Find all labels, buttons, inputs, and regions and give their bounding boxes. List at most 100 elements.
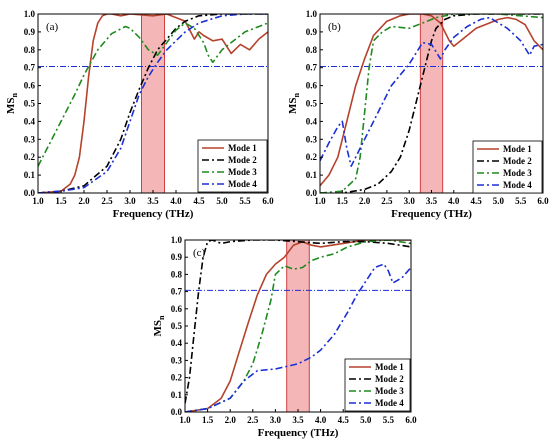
x-tick-label: 4.5 <box>470 196 482 206</box>
series-line-mode-1 <box>185 240 411 412</box>
y-tick-label: 0.2 <box>171 373 183 383</box>
x-tick-label: 1.0 <box>314 196 326 206</box>
x-tick-label: 1.5 <box>55 196 67 206</box>
panel-tag: (c) <box>193 247 206 259</box>
panel-tag: (b) <box>328 21 341 33</box>
legend-label-mode-3: Mode 3 <box>375 386 404 396</box>
legend-label-mode-4: Mode 4 <box>375 398 404 408</box>
x-axis-label: Frequency (THz) <box>258 427 339 439</box>
chart-panel-1: 1.0 1.5 2.0 2.5 3.0 3.5 4.0 4.5 5.0 5.5 6.0 0.0 0.1 0… <box>5 9 274 220</box>
x-tick-label: 2.5 <box>381 196 393 206</box>
y-axis-label-main: MS <box>5 97 17 114</box>
series-line-mode-2 <box>320 14 543 193</box>
legend-label-mode-3: Mode 3 <box>228 167 257 177</box>
x-tick-label: 6.0 <box>537 196 549 206</box>
x-tick-label: 4.0 <box>170 196 182 206</box>
x-tick-label: 3.0 <box>404 196 416 206</box>
x-tick-label: 2.5 <box>247 415 259 425</box>
y-tick-label: 0.8 <box>171 269 183 279</box>
x-tick-label: 6.0 <box>405 415 417 425</box>
x-tick-label: 1.5 <box>202 415 214 425</box>
chart-panel-2: 1.0 1.5 2.0 2.5 3.0 3.5 4.0 4.5 5.0 5.5 6.0 0.0 0.1 0… <box>287 9 549 220</box>
y-tick-label: 0.8 <box>306 45 318 55</box>
y-axis-label-sub: n <box>157 315 166 320</box>
series-line-mode-4 <box>185 263 411 412</box>
y-tick-label: 0.1 <box>306 170 318 180</box>
x-tick-label: 5.5 <box>383 415 395 425</box>
x-tick-label: 4.0 <box>315 415 327 425</box>
x-tick-label: 5.0 <box>493 196 505 206</box>
x-tick-label: 3.5 <box>426 196 438 206</box>
legend-label-mode-4: Mode 4 <box>503 180 532 190</box>
y-tick-label: 0.1 <box>24 170 36 180</box>
highlight-band <box>141 13 165 194</box>
y-tick-label: 1.0 <box>24 9 36 19</box>
y-tick-label: 0.0 <box>24 188 36 198</box>
x-tick-label: 2.0 <box>359 196 371 206</box>
legend-label-mode-4: Mode 4 <box>228 179 257 189</box>
x-tick-label: 5.0 <box>360 415 372 425</box>
x-tick-label: 1.5 <box>337 196 349 206</box>
series-line-mode-3 <box>38 22 268 167</box>
y-tick-label: 0.7 <box>24 63 36 73</box>
chart-panel-3: 1.0 1.5 2.0 2.5 3.0 3.5 4.0 4.5 5.0 5.5 6.0 0.0 0.1 0… <box>152 235 417 439</box>
y-axis-label-sub: n <box>292 92 301 97</box>
y-tick-label: 0.2 <box>24 152 36 162</box>
legend-label-mode-1: Mode 1 <box>503 144 532 154</box>
y-tick-label: 0.5 <box>24 99 36 109</box>
legend-label-mode-2: Mode 2 <box>228 155 257 165</box>
y-axis-label-sub: n <box>10 92 19 97</box>
y-tick-label: 0.6 <box>24 81 36 91</box>
x-tick-label: 5.0 <box>216 196 228 206</box>
y-tick-label: 0.9 <box>171 252 183 262</box>
series-line-mode-4 <box>38 14 268 193</box>
x-tick-label: 2.0 <box>225 415 237 425</box>
y-axis-label-main: MS <box>287 97 299 114</box>
x-tick-label: 3.5 <box>292 415 304 425</box>
x-axis-label: Frequency (THz) <box>113 208 194 220</box>
y-tick-label: 0.5 <box>306 99 318 109</box>
x-tick-label: 5.5 <box>515 196 527 206</box>
x-tick-label: 3.0 <box>270 415 282 425</box>
legend-label-mode-3: Mode 3 <box>503 168 532 178</box>
x-tick-label: 2.0 <box>78 196 90 206</box>
x-tick-label: 6.0 <box>262 196 274 206</box>
legend-label-mode-1: Mode 1 <box>228 143 257 153</box>
y-tick-label: 0.3 <box>171 355 183 365</box>
x-tick-label: 4.5 <box>193 196 205 206</box>
legend-label-mode-1: Mode 1 <box>375 362 404 372</box>
y-axis-label: MSn <box>5 92 19 114</box>
y-axis-label: MSn <box>287 92 301 114</box>
y-axis-label: MSn <box>152 315 166 337</box>
y-tick-label: 0.6 <box>306 81 318 91</box>
y-tick-label: 0.2 <box>306 152 318 162</box>
y-tick-label: 0.0 <box>171 407 183 417</box>
x-tick-label: 1.0 <box>179 415 191 425</box>
y-tick-label: 0.7 <box>306 63 318 73</box>
legend-label-mode-2: Mode 2 <box>503 156 532 166</box>
y-tick-label: 0.1 <box>171 390 183 400</box>
y-tick-label: 0.4 <box>24 116 36 126</box>
y-tick-label: 0.6 <box>171 304 183 314</box>
y-tick-label: 1.0 <box>306 9 318 19</box>
y-tick-label: 0.8 <box>24 45 36 55</box>
legend-label-mode-2: Mode 2 <box>375 374 404 384</box>
x-axis-label: Frequency (THz) <box>391 208 472 220</box>
legend: Mode 1 Mode 2 Mode 3 Mode 4 <box>344 358 411 412</box>
x-tick-label: 2.5 <box>101 196 113 206</box>
y-tick-label: 0.7 <box>171 287 183 297</box>
y-tick-label: 0.3 <box>306 134 318 144</box>
y-tick-label: 0.9 <box>24 27 36 37</box>
legend: Mode 1 Mode 2 Mode 3 Mode 4 <box>197 139 268 193</box>
y-tick-label: 0.9 <box>306 27 318 37</box>
y-tick-label: 0.4 <box>306 116 318 126</box>
y-tick-label: 0.4 <box>171 338 183 348</box>
legend: Mode 1 Mode 2 Mode 3 Mode 4 <box>472 140 543 194</box>
y-axis-label-main: MS <box>152 320 164 337</box>
series-line-mode-2 <box>38 14 268 193</box>
x-tick-label: 3.5 <box>147 196 159 206</box>
y-tick-label: 0.3 <box>24 134 36 144</box>
panel-tag: (a) <box>46 21 59 33</box>
series-line-mode-1 <box>320 14 543 187</box>
x-tick-label: 3.0 <box>124 196 136 206</box>
